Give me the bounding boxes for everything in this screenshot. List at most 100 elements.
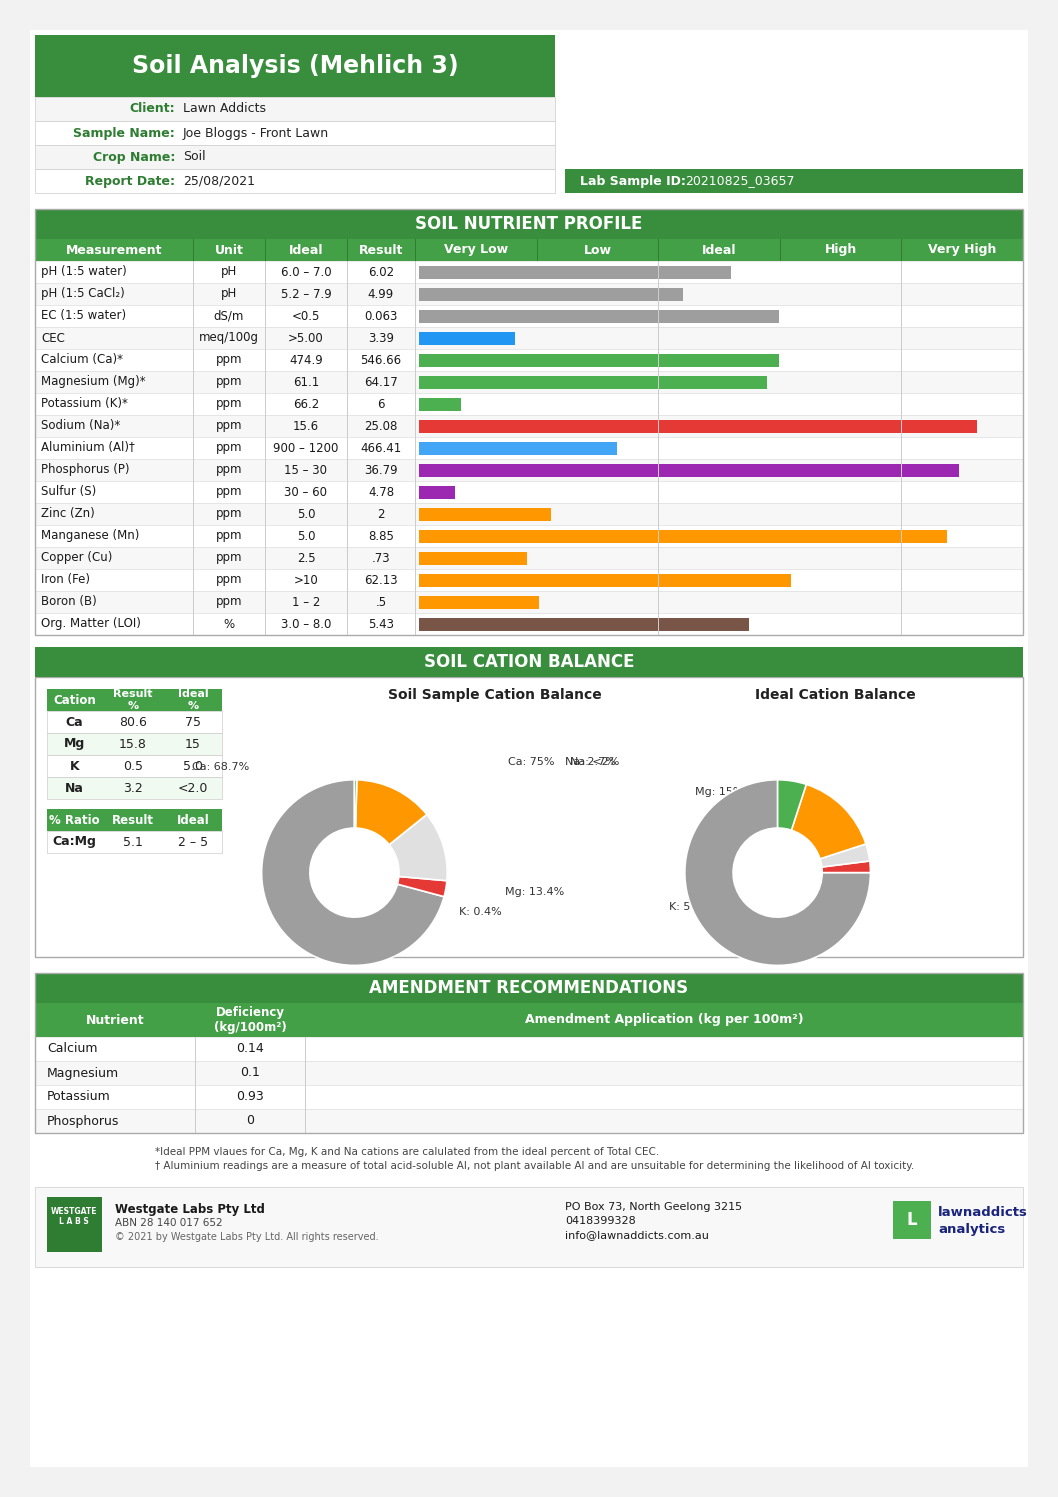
Text: ppm: ppm bbox=[216, 573, 242, 587]
Text: 6: 6 bbox=[378, 398, 385, 410]
Text: meq/100g: meq/100g bbox=[199, 331, 259, 344]
Bar bbox=[35, 210, 1023, 635]
Text: 5.0: 5.0 bbox=[296, 530, 315, 542]
Bar bbox=[35, 34, 555, 97]
Text: Sodium (Na)*: Sodium (Na)* bbox=[41, 419, 121, 433]
Text: L: L bbox=[907, 1211, 917, 1229]
Wedge shape bbox=[398, 876, 446, 897]
Bar bbox=[565, 169, 1023, 193]
Text: Ca:Mg: Ca:Mg bbox=[53, 835, 96, 849]
Text: SOIL NUTRIENT PROFILE: SOIL NUTRIENT PROFILE bbox=[416, 216, 642, 234]
Text: 6.0 – 7.0: 6.0 – 7.0 bbox=[280, 265, 331, 278]
Wedge shape bbox=[685, 780, 871, 966]
Text: .73: .73 bbox=[371, 551, 390, 564]
Wedge shape bbox=[389, 814, 448, 880]
Text: 61.1: 61.1 bbox=[293, 376, 320, 389]
Text: ppm: ppm bbox=[216, 442, 242, 455]
Wedge shape bbox=[261, 780, 444, 966]
Bar bbox=[47, 1198, 102, 1251]
Text: pH: pH bbox=[221, 265, 237, 278]
Text: % Ratio: % Ratio bbox=[49, 813, 99, 826]
Text: Nutrient: Nutrient bbox=[86, 1013, 144, 1027]
Text: 2.5: 2.5 bbox=[296, 551, 315, 564]
Text: analytics: analytics bbox=[938, 1223, 1005, 1235]
Text: 0: 0 bbox=[247, 1114, 254, 1127]
Text: Mg: Mg bbox=[63, 738, 85, 750]
Text: High: High bbox=[824, 244, 857, 256]
Bar bbox=[47, 734, 222, 754]
Text: EC (1:5 water): EC (1:5 water) bbox=[41, 310, 126, 322]
Text: 900 – 1200: 900 – 1200 bbox=[273, 442, 339, 455]
Bar bbox=[35, 169, 555, 193]
Text: Westgate Labs Pty Ltd: Westgate Labs Pty Ltd bbox=[115, 1202, 264, 1216]
Text: © 2021 by Westgate Labs Pty Ltd. All rights reserved.: © 2021 by Westgate Labs Pty Ltd. All rig… bbox=[115, 1232, 379, 1243]
Text: † Aluminium readings are a measure of total acid-soluble Al, not plant available: † Aluminium readings are a measure of to… bbox=[156, 1162, 914, 1171]
Text: Amendment Application (kg per 100m²): Amendment Application (kg per 100m²) bbox=[525, 1013, 803, 1027]
Bar bbox=[35, 240, 1023, 260]
Bar bbox=[35, 349, 1023, 371]
Bar bbox=[893, 1201, 931, 1240]
Text: 546.66: 546.66 bbox=[361, 353, 402, 367]
Text: Zinc (Zn): Zinc (Zn) bbox=[41, 507, 95, 521]
Text: 80.6: 80.6 bbox=[120, 716, 147, 729]
Text: Ca: Ca bbox=[66, 716, 84, 729]
Bar bbox=[47, 831, 222, 853]
Text: Unit: Unit bbox=[215, 244, 243, 256]
Text: Calcium: Calcium bbox=[47, 1042, 97, 1055]
Text: 2 – 5: 2 – 5 bbox=[178, 835, 208, 849]
Text: Mg: 15%: Mg: 15% bbox=[695, 787, 744, 796]
Bar bbox=[35, 460, 1023, 481]
Bar bbox=[419, 596, 539, 608]
Text: ppm: ppm bbox=[216, 596, 242, 608]
Bar bbox=[35, 503, 1023, 525]
Bar bbox=[419, 419, 977, 433]
Bar bbox=[419, 398, 461, 410]
Text: Potassium: Potassium bbox=[47, 1090, 111, 1103]
Bar bbox=[35, 394, 1023, 415]
Text: ppm: ppm bbox=[216, 398, 242, 410]
Text: Phosphorus: Phosphorus bbox=[47, 1114, 120, 1127]
Text: 0418399328: 0418399328 bbox=[565, 1216, 636, 1226]
Bar bbox=[35, 1109, 1023, 1133]
Text: Soil Analysis (Mehlich 3): Soil Analysis (Mehlich 3) bbox=[131, 54, 458, 78]
Bar bbox=[419, 353, 779, 367]
Text: 25.08: 25.08 bbox=[364, 419, 398, 433]
Text: info@lawnaddicts.com.au: info@lawnaddicts.com.au bbox=[565, 1231, 709, 1240]
Text: Lab Sample ID:: Lab Sample ID: bbox=[580, 175, 686, 187]
Bar bbox=[419, 507, 551, 521]
Bar bbox=[47, 689, 222, 711]
Text: 474.9: 474.9 bbox=[289, 353, 323, 367]
Bar bbox=[35, 326, 1023, 349]
Bar bbox=[35, 97, 555, 121]
Text: >10: >10 bbox=[294, 573, 318, 587]
Bar bbox=[419, 617, 749, 630]
Wedge shape bbox=[354, 780, 357, 828]
Text: 5.0: 5.0 bbox=[183, 759, 203, 772]
Text: CEC: CEC bbox=[41, 331, 65, 344]
Bar bbox=[419, 331, 515, 344]
Text: Calcium (Ca)*: Calcium (Ca)* bbox=[41, 353, 123, 367]
Text: Ideal
%: Ideal % bbox=[178, 689, 208, 711]
Text: Result: Result bbox=[112, 813, 154, 826]
Text: ppm: ppm bbox=[216, 507, 242, 521]
Text: 15 – 30: 15 – 30 bbox=[285, 464, 328, 476]
Bar bbox=[419, 287, 683, 301]
Text: 15.8: 15.8 bbox=[120, 738, 147, 750]
Bar bbox=[35, 1037, 1023, 1061]
Bar bbox=[35, 1085, 1023, 1109]
Text: Ca: 75%: Ca: 75% bbox=[509, 757, 555, 766]
Text: Joe Bloggs - Front Lawn: Joe Bloggs - Front Lawn bbox=[183, 127, 329, 139]
Text: ppm: ppm bbox=[216, 376, 242, 389]
Text: >5.00: >5.00 bbox=[288, 331, 324, 344]
Text: Report Date:: Report Date: bbox=[85, 175, 175, 187]
Bar bbox=[35, 1003, 1023, 1037]
Text: Ideal: Ideal bbox=[289, 244, 324, 256]
Text: 25/08/2021: 25/08/2021 bbox=[183, 175, 255, 187]
Text: 3.39: 3.39 bbox=[368, 331, 394, 344]
Bar bbox=[35, 437, 1023, 460]
Text: *Ideal PPM vlaues for Ca, Mg, K and Na cations are calulated from the ideal perc: *Ideal PPM vlaues for Ca, Mg, K and Na c… bbox=[156, 1147, 659, 1157]
Text: Very Low: Very Low bbox=[443, 244, 508, 256]
Bar bbox=[35, 121, 555, 145]
Bar bbox=[47, 777, 222, 799]
Bar bbox=[35, 415, 1023, 437]
